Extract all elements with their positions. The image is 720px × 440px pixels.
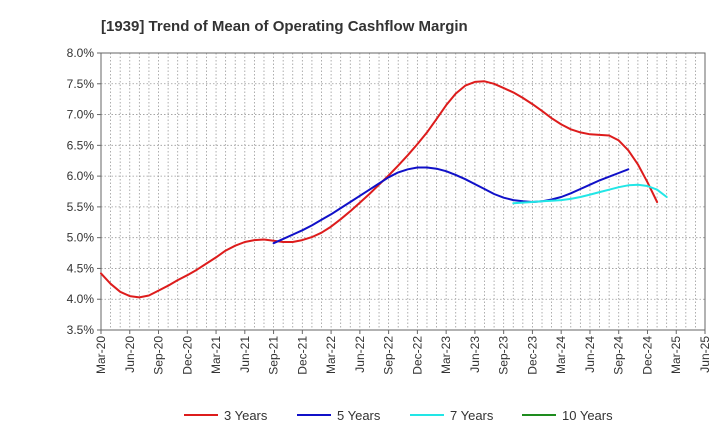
grid-lines: [101, 53, 705, 330]
x-tick-label: Dec-24: [640, 336, 654, 375]
y-tick-label: 4.0%: [67, 292, 95, 306]
x-tick-label: Mar-22: [324, 336, 338, 374]
y-tick-label: 6.5%: [67, 138, 95, 152]
x-tick-label: Mar-24: [554, 336, 568, 374]
x-tick-label: Jun-21: [238, 336, 252, 373]
x-tick-label: Sep-24: [612, 336, 626, 375]
y-tick-label: 8.0%: [67, 46, 95, 60]
x-tick-label: Mar-25: [669, 336, 683, 374]
x-tick-label: Mar-21: [209, 336, 223, 374]
plot-border: [100, 52, 706, 331]
x-tick-label: Dec-21: [295, 336, 309, 375]
series-line-7-years: [512, 183, 668, 205]
legend-label-3-years: 3 Years: [224, 408, 268, 423]
x-tick-label: Jun-22: [353, 336, 367, 373]
x-tick-label: Sep-22: [382, 336, 396, 375]
x-tick-label: Sep-20: [152, 336, 166, 375]
x-tick-label: Dec-23: [525, 336, 539, 375]
legend-label-5-years: 5 Years: [337, 408, 381, 423]
y-tick-label: 7.5%: [67, 77, 95, 91]
y-tick-label: 6.0%: [67, 169, 95, 183]
y-axis-ticks: 3.5% 4.0% 4.5% 5.0% 5.5% 6.0% 6.5% 7.0% 7.5% 8.0%: [67, 46, 101, 337]
x-tick-label: Jun-24: [583, 336, 597, 373]
y-tick-label: 3.5%: [67, 323, 95, 337]
legend-label-7-years: 7 Years: [450, 408, 494, 423]
series-lines: [100, 80, 668, 299]
x-tick-label: Sep-21: [267, 336, 281, 375]
y-tick-label: 5.5%: [67, 200, 95, 214]
chart-title: [1939] Trend of Mean of Operating Cashfl…: [101, 18, 468, 35]
series-line-5-years: [272, 166, 630, 245]
x-tick-label: Jun-23: [468, 336, 482, 373]
x-tick-label: Mar-20: [94, 336, 108, 374]
y-tick-label: 4.5%: [67, 261, 95, 275]
series-line-3-years: [100, 80, 659, 299]
x-axis-ticks: Mar-20 Jun-20 Sep-20 Dec-20 Mar-21 Jun-21 Sep-…: [94, 330, 712, 375]
x-tick-label: Dec-22: [410, 336, 424, 375]
y-tick-label: 5.0%: [67, 231, 95, 245]
x-tick-label: Mar-23: [439, 336, 453, 374]
x-tick-label: Jun-20: [123, 336, 137, 373]
x-tick-label: Jun-25: [698, 336, 712, 373]
x-tick-label: Dec-20: [180, 336, 194, 375]
plot-area: [101, 53, 705, 330]
legend-label-10-years: 10 Years: [562, 408, 613, 423]
x-tick-label: Sep-23: [497, 336, 511, 375]
y-tick-label: 7.0%: [67, 108, 95, 122]
legend: 3 Years 5 Years 7 Years 10 Years: [184, 408, 613, 423]
